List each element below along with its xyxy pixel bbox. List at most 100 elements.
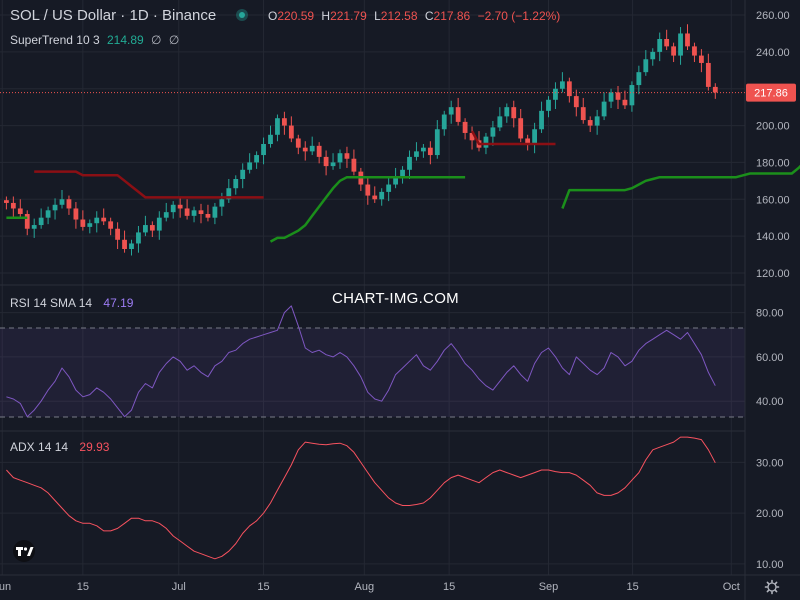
ohlc-low: 212.58	[380, 9, 418, 23]
rsi-legend[interactable]: RSI 14 SMA 14 47.19	[10, 296, 133, 310]
candle-body	[539, 110, 544, 130]
candle-body	[323, 156, 329, 167]
supertrend-down-line	[470, 130, 556, 146]
candle-body	[587, 120, 593, 126]
ohlc-close: 217.86	[433, 9, 471, 23]
adx-legend[interactable]: ADX 14 14 29.93	[10, 440, 109, 454]
candle-body	[261, 144, 266, 156]
candle-body	[560, 81, 565, 89]
candle-body	[122, 239, 127, 249]
candle-body	[17, 208, 23, 214]
supertrend-label: SuperTrend	[10, 33, 73, 47]
candle-body	[671, 46, 676, 56]
candle-body	[219, 199, 225, 207]
candle-body	[365, 184, 371, 196]
candle-body	[622, 99, 628, 106]
settings-gear-icon[interactable]	[764, 579, 780, 595]
supertrend-down-line	[34, 170, 264, 199]
candle-body	[233, 179, 239, 189]
candle-body	[615, 92, 621, 100]
time-tick-label: 15	[626, 581, 638, 593]
candle-body	[66, 199, 72, 209]
candle-body	[594, 116, 600, 126]
time-tick-label: 15	[443, 581, 455, 593]
price-tick-label: 140.00	[756, 231, 790, 243]
last-price-label: 217.86	[754, 88, 788, 100]
time-tick-label: 15	[257, 581, 269, 593]
rsi-line	[6, 305, 716, 418]
candle-body	[156, 217, 162, 231]
candle-body	[295, 138, 301, 148]
supertrend-legend[interactable]: SuperTrend 10 3 214.89 ∅ ∅	[10, 33, 179, 47]
time-tick-label: Jun	[0, 581, 11, 593]
candle-body	[518, 118, 524, 139]
rsi-params: 14 SMA 14	[33, 296, 93, 310]
ohlc-open-label: O	[268, 9, 278, 23]
candle-body	[45, 210, 51, 218]
candle-body	[351, 158, 357, 172]
adx-value: 29.93	[79, 440, 110, 454]
candle-body	[462, 121, 468, 133]
supertrend-empty-value-2: ∅	[168, 33, 180, 47]
candle-body	[316, 145, 322, 157]
time-axis[interactable]: Jun 15 Jul 15 Aug 15 Sep 15 Oct	[0, 581, 740, 593]
candle-body	[87, 223, 93, 227]
candle-body	[379, 191, 385, 200]
watermark-text: CHART-IMG.COM	[332, 290, 459, 307]
candle-body	[240, 169, 246, 179]
candle-body	[643, 59, 649, 73]
candle-body	[170, 204, 176, 213]
last-price-badge	[746, 83, 796, 102]
candle-body	[532, 129, 537, 144]
rsi-value: 47.19	[103, 296, 134, 310]
candle-body	[73, 208, 79, 220]
ohlc-low-label: L	[374, 9, 381, 23]
candle-body	[580, 107, 586, 121]
candle-body	[275, 118, 280, 135]
candle-body	[80, 219, 86, 227]
candle-body	[441, 114, 447, 130]
time-tick-label: 15	[77, 581, 89, 593]
chart-title: SOL / US Dollar · 1D · Binance	[10, 7, 217, 24]
candle-body	[427, 147, 433, 156]
candle-body	[400, 169, 405, 178]
candle-body	[38, 217, 44, 226]
candle-body	[386, 184, 392, 192]
supertrend-value: 214.89	[106, 33, 144, 47]
candle-body	[143, 225, 148, 233]
ohlc-close-label: C	[424, 9, 434, 23]
adx-tick-label: 20.00	[756, 508, 784, 520]
adx-tick-label: 10.00	[756, 559, 784, 571]
candle-body	[566, 81, 572, 97]
candle-body	[657, 39, 663, 52]
rsi-band-background	[0, 328, 745, 417]
candle-body	[636, 72, 642, 86]
candle-body	[184, 208, 190, 216]
candle-body	[664, 39, 670, 47]
adx-series	[6, 436, 716, 560]
candle-body	[212, 206, 218, 218]
candle-body	[393, 177, 398, 185]
candle-body	[247, 162, 253, 170]
time-tick-label: Aug	[355, 581, 375, 593]
candle-body	[302, 147, 308, 152]
candle-body	[650, 51, 656, 60]
candle-body	[455, 107, 461, 122]
supertrend-up-line	[269, 175, 466, 243]
candle-body	[330, 162, 336, 167]
tradingview-logo-icon[interactable]	[9, 540, 39, 562]
candle-body	[712, 86, 718, 93]
ohlc-high-label: H	[321, 9, 331, 23]
candle-body	[115, 228, 120, 240]
supertrend-up-line	[561, 164, 800, 209]
candle-body	[198, 210, 204, 214]
ohlc-high: 221.79	[330, 9, 367, 23]
time-tick-label: Jul	[172, 581, 186, 593]
ohlc-change: −2.70 (−1.22%)	[477, 9, 561, 23]
candle-body	[282, 118, 287, 126]
candle-body	[504, 107, 510, 117]
time-tick-label: Oct	[723, 581, 740, 593]
candle-body	[414, 151, 419, 157]
supertrend-series	[6, 130, 800, 243]
